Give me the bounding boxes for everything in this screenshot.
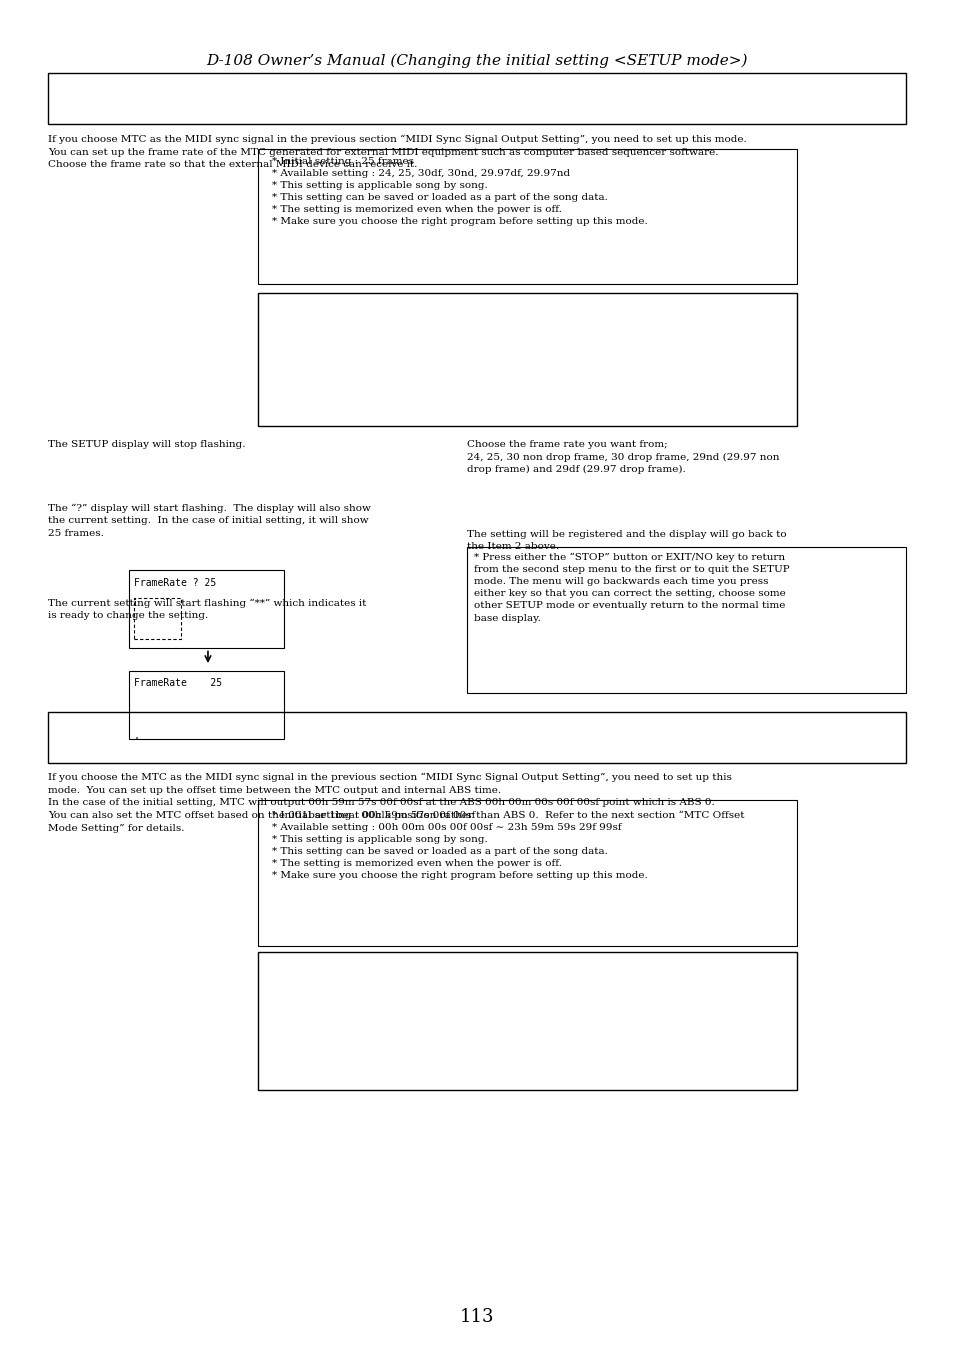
Text: If you choose the MTC as the MIDI sync signal in the previous section “MIDI Sync: If you choose the MTC as the MIDI sync s… bbox=[48, 773, 743, 832]
Text: Choose the frame rate you want from;
24, 25, 30 non drop frame, 30 drop frame, 2: Choose the frame rate you want from; 24,… bbox=[467, 440, 780, 474]
Text: 113: 113 bbox=[459, 1308, 494, 1327]
Text: D-108 Owner’s Manual (Changing the initial setting <SETUP mode>): D-108 Owner’s Manual (Changing the initi… bbox=[206, 54, 747, 68]
Text: * Initial setting : 25 frames
* Available setting : 24, 25, 30df, 30nd, 29.97df,: * Initial setting : 25 frames * Availabl… bbox=[272, 157, 647, 227]
Text: FrameRate ? 25: FrameRate ? 25 bbox=[133, 578, 215, 588]
Text: .: . bbox=[133, 731, 139, 740]
Text: If you choose MTC as the MIDI sync signal in the previous section “MIDI Sync Sig: If you choose MTC as the MIDI sync signa… bbox=[48, 135, 745, 169]
Text: The setting will be registered and the display will go back to
the Item 2 above.: The setting will be registered and the d… bbox=[467, 530, 786, 551]
Text: * Press either the “STOP” button or EXIT/NO key to return
from the second step m: * Press either the “STOP” button or EXIT… bbox=[474, 553, 789, 623]
Text: FrameRate    25: FrameRate 25 bbox=[133, 678, 221, 688]
Text: The SETUP display will stop flashing.: The SETUP display will stop flashing. bbox=[48, 440, 245, 450]
Text: The “?” display will start flashing.  The display will also show
the current set: The “?” display will start flashing. The… bbox=[48, 504, 370, 538]
Text: * Initial setting : 00h 59m 57s 00f 00sf
* Available setting : 00h 00m 00s 00f 0: * Initial setting : 00h 59m 57s 00f 00sf… bbox=[272, 811, 647, 881]
Text: The current setting will start flashing “**” which indicates it
is ready to chan: The current setting will start flashing … bbox=[48, 598, 366, 620]
